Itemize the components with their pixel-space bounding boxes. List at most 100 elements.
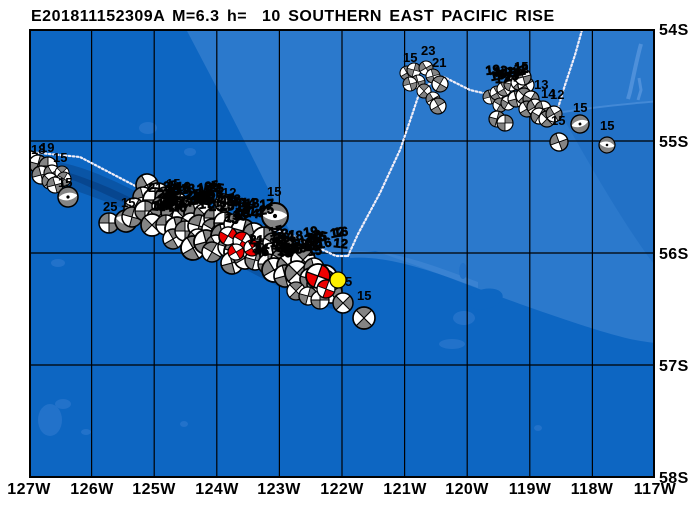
svg-text:23: 23 xyxy=(421,43,435,58)
svg-text:16: 16 xyxy=(333,224,349,240)
svg-text:23: 23 xyxy=(174,193,192,211)
svg-text:54S: 54S xyxy=(659,22,689,39)
svg-text:17: 17 xyxy=(505,68,521,85)
svg-text:25: 25 xyxy=(209,179,225,196)
svg-text:18: 18 xyxy=(180,181,196,197)
svg-text:18: 18 xyxy=(288,228,304,244)
svg-text:21: 21 xyxy=(274,239,291,256)
svg-text:25: 25 xyxy=(185,186,202,203)
svg-text:15: 15 xyxy=(551,113,565,128)
svg-text:14: 14 xyxy=(541,86,556,101)
svg-text:15: 15 xyxy=(58,175,72,190)
svg-text:121W: 121W xyxy=(383,481,427,498)
svg-text:18: 18 xyxy=(234,205,249,221)
svg-text:5: 5 xyxy=(345,274,352,289)
svg-text:12: 12 xyxy=(504,63,521,81)
svg-text:15: 15 xyxy=(514,59,528,74)
svg-text:12: 12 xyxy=(510,62,527,79)
svg-text:19: 19 xyxy=(151,198,167,214)
svg-text:13: 13 xyxy=(534,77,548,92)
svg-text:14: 14 xyxy=(272,237,289,254)
svg-text:17: 17 xyxy=(198,195,214,212)
svg-text:17: 17 xyxy=(302,236,319,253)
svg-text:19: 19 xyxy=(200,190,215,205)
svg-text:15: 15 xyxy=(307,242,323,259)
svg-text:16: 16 xyxy=(305,230,319,245)
svg-text:17: 17 xyxy=(219,190,236,208)
svg-text:15: 15 xyxy=(196,181,212,197)
svg-text:25: 25 xyxy=(162,177,178,194)
svg-text:16: 16 xyxy=(316,234,333,252)
svg-text:25: 25 xyxy=(208,189,223,205)
svg-text:18: 18 xyxy=(162,190,176,205)
svg-text:13: 13 xyxy=(244,195,259,211)
svg-text:25: 25 xyxy=(278,242,295,260)
svg-text:19: 19 xyxy=(157,196,172,211)
svg-text:118W: 118W xyxy=(571,481,614,498)
svg-text:17: 17 xyxy=(281,234,298,251)
svg-text:23: 23 xyxy=(161,185,178,203)
svg-text:25: 25 xyxy=(209,199,224,214)
svg-text:18: 18 xyxy=(307,233,323,249)
svg-text:19: 19 xyxy=(302,223,318,240)
svg-text:17: 17 xyxy=(171,192,188,209)
svg-text:21: 21 xyxy=(202,190,217,205)
svg-text:18: 18 xyxy=(165,181,180,197)
svg-text:15: 15 xyxy=(121,195,135,210)
svg-text:17: 17 xyxy=(179,194,194,210)
svg-text:23: 23 xyxy=(195,191,211,208)
svg-text:19: 19 xyxy=(276,243,293,260)
svg-text:23: 23 xyxy=(184,187,200,203)
svg-text:58S: 58S xyxy=(659,470,689,487)
svg-text:12: 12 xyxy=(514,61,529,76)
svg-text:15: 15 xyxy=(357,288,371,303)
svg-text:13: 13 xyxy=(491,63,509,81)
svg-text:120W: 120W xyxy=(445,481,489,498)
svg-text:123W: 123W xyxy=(257,481,301,498)
svg-text:25: 25 xyxy=(311,226,328,244)
svg-text:18: 18 xyxy=(190,192,206,208)
svg-text:25: 25 xyxy=(160,192,177,209)
svg-text:119W: 119W xyxy=(509,481,552,498)
svg-text:21: 21 xyxy=(249,232,264,247)
svg-text:14: 14 xyxy=(241,195,256,210)
svg-text:13: 13 xyxy=(234,197,251,214)
svg-text:18: 18 xyxy=(275,229,291,245)
svg-text:15: 15 xyxy=(167,197,182,213)
svg-text:16: 16 xyxy=(269,234,284,250)
svg-text:25: 25 xyxy=(203,177,220,195)
svg-text:14: 14 xyxy=(273,237,290,254)
svg-text:16: 16 xyxy=(194,188,210,204)
svg-text:19: 19 xyxy=(196,178,213,196)
svg-text:55S: 55S xyxy=(659,134,689,151)
svg-text:13: 13 xyxy=(298,234,313,250)
svg-text:23: 23 xyxy=(293,236,308,252)
svg-text:13: 13 xyxy=(167,181,183,198)
svg-text:16: 16 xyxy=(176,179,191,194)
svg-text:15: 15 xyxy=(267,222,285,240)
svg-text:25: 25 xyxy=(219,197,234,213)
svg-text:14: 14 xyxy=(244,204,261,221)
svg-text:16: 16 xyxy=(489,67,506,84)
svg-text:12: 12 xyxy=(550,87,564,102)
svg-text:126W: 126W xyxy=(70,481,114,498)
svg-text:17: 17 xyxy=(208,188,225,205)
svg-text:15: 15 xyxy=(166,176,180,191)
svg-text:15: 15 xyxy=(600,118,614,133)
svg-text:25: 25 xyxy=(310,227,327,244)
svg-text:125W: 125W xyxy=(132,481,176,498)
svg-text:15: 15 xyxy=(234,205,251,223)
svg-text:14: 14 xyxy=(224,192,241,209)
svg-text:13: 13 xyxy=(285,240,300,255)
svg-text:19: 19 xyxy=(229,193,246,210)
svg-text:14: 14 xyxy=(252,240,269,257)
svg-text:17: 17 xyxy=(259,196,275,212)
svg-text:16: 16 xyxy=(163,190,180,208)
svg-text:E201811152309A M=6.3 h= 10 SO: E201811152309A M=6.3 h= 10 SOUTHERN EAST… xyxy=(31,8,555,25)
svg-text:18: 18 xyxy=(225,191,242,209)
svg-text:21: 21 xyxy=(498,62,515,80)
svg-text:23: 23 xyxy=(503,67,520,84)
svg-text:15: 15 xyxy=(267,184,281,199)
svg-text:19: 19 xyxy=(485,62,501,78)
svg-text:127W: 127W xyxy=(7,481,51,498)
